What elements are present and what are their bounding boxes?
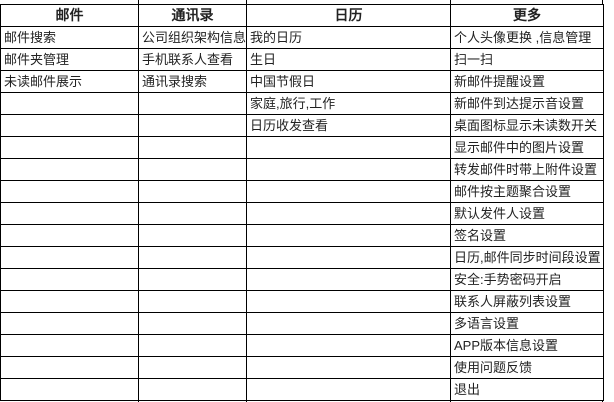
cell-r3-c1[interactable]: 未读邮件展示	[0, 70, 139, 93]
cell-r15-c4[interactable]: APP版本信息设置	[450, 334, 604, 357]
grid-line-stub	[602, 0, 603, 4]
cell-r13-c2[interactable]	[138, 290, 247, 313]
cell-r2-c2[interactable]: 手机联系人查看	[138, 48, 247, 71]
cell-r16-c3[interactable]	[246, 356, 451, 379]
table-row: 默认发件人设置	[0, 202, 604, 225]
table-row: APP版本信息设置	[0, 334, 604, 357]
cell-r6-c4[interactable]: 显示邮件中的图片设置	[450, 136, 604, 159]
cell-r15-c1[interactable]	[0, 334, 139, 357]
table-row: 转发邮件时带上附件设置	[0, 158, 604, 181]
cell-r15-c3[interactable]	[246, 334, 451, 357]
cell-r9-c1[interactable]	[0, 202, 139, 225]
cell-r2-c1[interactable]: 邮件夹管理	[0, 48, 139, 71]
table-row: 家庭,旅行,工作 新邮件到达提示音设置	[0, 92, 604, 115]
cell-r7-c2[interactable]	[138, 158, 247, 181]
cell-r1-c4[interactable]: 个人头像更换 ,信息管理	[450, 26, 604, 49]
table-row: 显示邮件中的图片设置	[0, 136, 604, 159]
cell-r14-c3[interactable]	[246, 312, 451, 335]
grid-line-stub	[450, 0, 451, 4]
cell-r10-c3[interactable]	[246, 224, 451, 247]
table-row: 签名设置	[0, 224, 604, 247]
cell-r13-c4[interactable]: 联系人屏蔽列表设置	[450, 290, 604, 313]
table-row: 使用问题反馈	[0, 356, 604, 379]
cell-r12-c2[interactable]	[138, 268, 247, 291]
cell-r2-c3[interactable]: 生日	[246, 48, 451, 71]
cell-r17-c3[interactable]	[246, 378, 451, 401]
table-row: 日历,邮件同步时间段设置	[0, 246, 604, 269]
cell-r3-c4[interactable]: 新邮件提醒设置	[450, 70, 604, 93]
cell-r2-c4[interactable]: 扫一扫	[450, 48, 604, 71]
cell-r4-c4[interactable]: 新邮件到达提示音设置	[450, 92, 604, 115]
cell-r9-c4[interactable]: 默认发件人设置	[450, 202, 604, 225]
cell-r17-c1[interactable]	[0, 378, 139, 401]
cell-r8-c3[interactable]	[246, 180, 451, 203]
cell-r16-c1[interactable]	[0, 356, 139, 379]
cell-r14-c2[interactable]	[138, 312, 247, 335]
table-row: 安全:手势密码开启	[0, 268, 604, 291]
cell-r3-c3[interactable]: 中国节假日	[246, 70, 451, 93]
cell-r11-c4[interactable]: 日历,邮件同步时间段设置	[450, 246, 604, 269]
cell-r10-c2[interactable]	[138, 224, 247, 247]
features-table: 邮件 通讯录 日历 更多 邮件搜索 公司组织架构信息 我的日历 个人头像更换 ,信息管…	[0, 4, 604, 401]
cell-r11-c3[interactable]	[246, 246, 451, 269]
cell-r5-c2[interactable]	[138, 114, 247, 137]
table-row: 邮件搜索 公司组织架构信息 我的日历 个人头像更换 ,信息管理	[0, 26, 604, 49]
cell-r1-c1[interactable]: 邮件搜索	[0, 26, 139, 49]
grid-line-stub	[138, 0, 139, 4]
cell-r12-c3[interactable]	[246, 268, 451, 291]
cell-r16-c4[interactable]: 使用问题反馈	[450, 356, 604, 379]
table-row: 邮件夹管理 手机联系人查看 生日 扫一扫	[0, 48, 604, 71]
cell-r6-c3[interactable]	[246, 136, 451, 159]
cell-r13-c3[interactable]	[246, 290, 451, 313]
table-row: 未读邮件展示 通讯录搜索 中国节假日 新邮件提醒设置	[0, 70, 604, 93]
cell-r5-c3[interactable]: 日历收发查看	[246, 114, 451, 137]
cell-r9-c3[interactable]	[246, 202, 451, 225]
column-header-more[interactable]: 更多	[450, 4, 604, 27]
column-header-calendar[interactable]: 日历	[246, 4, 451, 27]
cell-r12-c1[interactable]	[0, 268, 139, 291]
cell-r1-c2[interactable]: 公司组织架构信息	[138, 26, 247, 49]
cell-r4-c3[interactable]: 家庭,旅行,工作	[246, 92, 451, 115]
cell-r4-c1[interactable]	[0, 92, 139, 115]
cell-r14-c1[interactable]	[0, 312, 139, 335]
cell-r4-c2[interactable]	[138, 92, 247, 115]
table-row: 联系人屏蔽列表设置	[0, 290, 604, 313]
cell-r17-c4[interactable]: 退出	[450, 378, 604, 401]
header-row: 邮件 通讯录 日历 更多	[0, 4, 604, 27]
table-body: 邮件搜索 公司组织架构信息 我的日历 个人头像更换 ,信息管理 邮件夹管理 手机联系人查看…	[0, 26, 604, 401]
partial-row-above	[0, 0, 603, 4]
cell-r11-c1[interactable]	[0, 246, 139, 269]
cell-r7-c1[interactable]	[0, 158, 139, 181]
table-row: 日历收发查看 桌面图标显示未读数开关	[0, 114, 604, 137]
table-row: 多语言设置	[0, 312, 604, 335]
cell-r7-c3[interactable]	[246, 158, 451, 181]
cell-r7-c4[interactable]: 转发邮件时带上附件设置	[450, 158, 604, 181]
cell-r9-c2[interactable]	[138, 202, 247, 225]
cell-r12-c4[interactable]: 安全:手势密码开启	[450, 268, 604, 291]
cell-r10-c1[interactable]	[0, 224, 139, 247]
table-row: 退出	[0, 378, 604, 401]
cell-r13-c1[interactable]	[0, 290, 139, 313]
cell-r3-c2[interactable]: 通讯录搜索	[138, 70, 247, 93]
column-header-mail[interactable]: 邮件	[0, 4, 139, 27]
cell-r11-c2[interactable]	[138, 246, 247, 269]
cell-r6-c2[interactable]	[138, 136, 247, 159]
cell-r10-c4[interactable]: 签名设置	[450, 224, 604, 247]
cell-r14-c4[interactable]: 多语言设置	[450, 312, 604, 335]
cell-r5-c1[interactable]	[0, 114, 139, 137]
grid-line-stub	[246, 0, 247, 4]
cell-r5-c4[interactable]: 桌面图标显示未读数开关	[450, 114, 604, 137]
cell-r16-c2[interactable]	[138, 356, 247, 379]
column-header-contacts[interactable]: 通讯录	[138, 4, 247, 27]
cell-r8-c1[interactable]	[0, 180, 139, 203]
cell-r6-c1[interactable]	[0, 136, 139, 159]
cell-r8-c2[interactable]	[138, 180, 247, 203]
cell-r1-c3[interactable]: 我的日历	[246, 26, 451, 49]
table-row: 邮件按主题聚合设置	[0, 180, 604, 203]
cell-r17-c2[interactable]	[138, 378, 247, 401]
cell-r15-c2[interactable]	[138, 334, 247, 357]
cell-r8-c4[interactable]: 邮件按主题聚合设置	[450, 180, 604, 203]
